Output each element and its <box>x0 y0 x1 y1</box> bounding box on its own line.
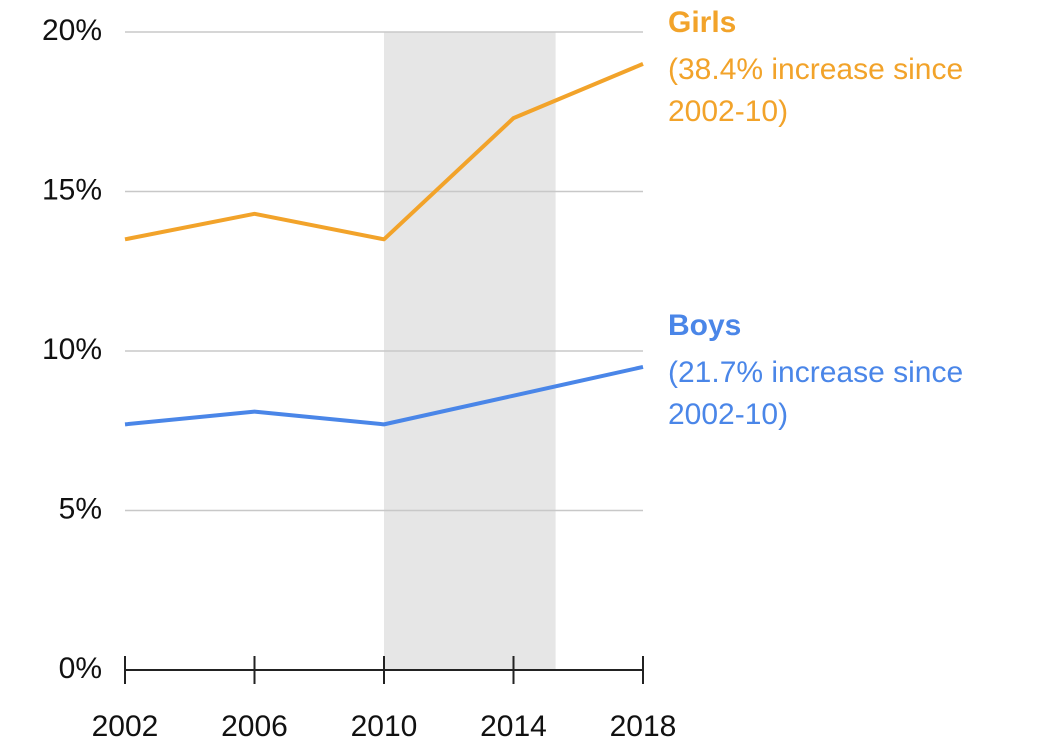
x-tick-label: 2010 <box>351 710 418 743</box>
y-tick-label: 5% <box>59 492 102 525</box>
series-line <box>124 62 644 242</box>
x-tick-label: 2018 <box>610 710 677 743</box>
x-tick-label: 2002 <box>92 710 159 743</box>
series-note: 2002-10) <box>668 95 788 128</box>
x-tick-label: 2006 <box>221 710 288 743</box>
y-tick-label: 0% <box>59 652 102 685</box>
series-line <box>124 364 644 427</box>
y-tick-label: 15% <box>42 173 102 206</box>
series-note: (38.4% increase since <box>668 53 963 86</box>
y-tick-label: 10% <box>42 333 102 366</box>
y-tick-label: 20% <box>42 14 102 47</box>
series-label: Boys <box>668 309 741 342</box>
series-label: Girls <box>668 6 736 39</box>
series-note: 2002-10) <box>668 398 788 431</box>
x-tick-label: 2014 <box>480 710 547 743</box>
series-note: (21.7% increase since <box>668 356 963 389</box>
